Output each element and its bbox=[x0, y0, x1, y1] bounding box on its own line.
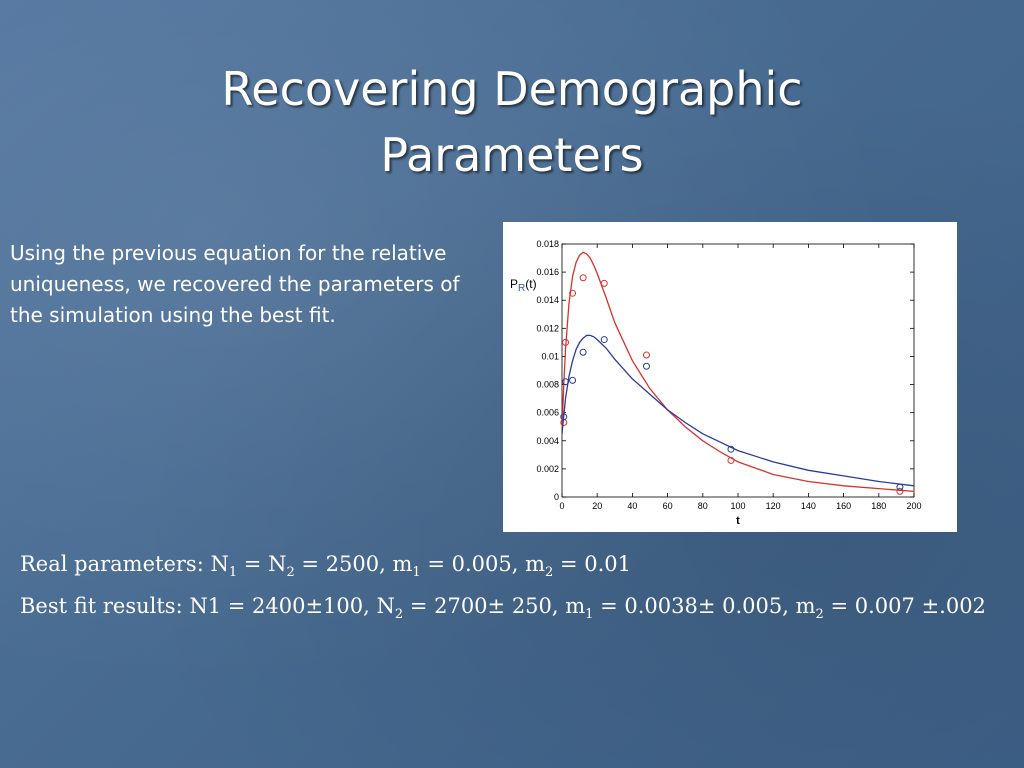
y-tick-label: 0 bbox=[554, 492, 559, 502]
series-2-data-point bbox=[579, 348, 587, 356]
y-tick-label: 0.008 bbox=[536, 380, 559, 390]
best-fit-equation: Best fit results: N1 = 2400±100, N2 = 27… bbox=[20, 594, 986, 622]
y-tick-label: 0.004 bbox=[536, 436, 559, 446]
real-n1-subscript: 1 bbox=[228, 565, 238, 581]
y-axis-label-main: P bbox=[510, 277, 518, 291]
series-2-data-point bbox=[642, 362, 650, 370]
real-eq-part-1: = N bbox=[237, 552, 287, 576]
y-tick-label: 0.018 bbox=[536, 239, 559, 249]
x-tick-label: 180 bbox=[871, 501, 886, 511]
series-2-fit-line bbox=[561, 334, 915, 487]
x-tick-label: 160 bbox=[836, 501, 851, 511]
series-2-data-point bbox=[560, 413, 568, 421]
y-tick-label: 0.006 bbox=[536, 408, 559, 418]
series-1-fit-line bbox=[561, 251, 915, 493]
series-2-data-point bbox=[727, 445, 735, 453]
best-fit-label: Best fit results: bbox=[20, 594, 183, 618]
series-1-data-point bbox=[569, 289, 577, 297]
real-n2-subscript: 2 bbox=[286, 565, 295, 581]
y-tick-label: 0.016 bbox=[536, 267, 559, 277]
fit-part-4: = 0.007 ±.002 bbox=[823, 594, 986, 618]
real-eq-part-3: = 0.005, m bbox=[420, 552, 546, 576]
series-1-data-point bbox=[562, 338, 570, 346]
x-tick-label: 120 bbox=[766, 501, 781, 511]
fit-part-1: N1 = 2400±100, N bbox=[189, 594, 395, 618]
chart-svg: 0 20 40 60 80 100 120 140 160 180 200 0 0.002 0.004 0.… bbox=[510, 239, 922, 527]
fit-m2-subscript: 2 bbox=[815, 607, 824, 623]
real-m2-subscript: 2 bbox=[545, 565, 554, 581]
body-text: Using the previous equation for the rela… bbox=[10, 241, 460, 327]
x-tick-label: 0 bbox=[559, 501, 564, 511]
x-tick-label: 140 bbox=[801, 501, 816, 511]
series-1-data-point bbox=[579, 274, 587, 282]
fit-m1-subscript: 1 bbox=[585, 607, 594, 623]
series-2-data-point bbox=[569, 376, 577, 384]
series-1-data-point bbox=[600, 279, 608, 287]
x-tick-label: 100 bbox=[730, 501, 745, 511]
real-eq-part-2: = 2500, m bbox=[294, 552, 413, 576]
x-tick-label: 20 bbox=[592, 501, 602, 511]
slide-title: Recovering Demographic Parameters bbox=[0, 56, 1024, 188]
y-tick-label: 0.012 bbox=[536, 323, 559, 333]
slide-title-line-1: Recovering Demographic bbox=[221, 62, 803, 116]
fit-part-2: = 2700± 250, m bbox=[403, 594, 586, 618]
x-tick-label: 40 bbox=[627, 501, 637, 511]
x-tick-label: 80 bbox=[698, 501, 708, 511]
slide-title-line-2: Parameters bbox=[380, 128, 644, 182]
real-parameters-label: Real parameters: bbox=[20, 552, 204, 576]
real-n1: N bbox=[210, 552, 229, 576]
series-2-data-point bbox=[600, 336, 608, 344]
real-eq-part-4: = 0.01 bbox=[553, 552, 632, 576]
series-2-data-point bbox=[562, 378, 570, 386]
series-1-data-point bbox=[727, 456, 735, 464]
y-axis-label-tail: (t) bbox=[525, 277, 536, 291]
y-axis-label: PR(t) bbox=[510, 277, 537, 294]
fit-part-3: = 0.0038± 0.005, m bbox=[593, 594, 816, 618]
y-tick-label: 0.002 bbox=[536, 464, 559, 474]
x-tick-label: 60 bbox=[663, 501, 673, 511]
series-1-data-point bbox=[642, 351, 650, 359]
y-tick-label: 0.01 bbox=[541, 351, 559, 361]
x-tick-label: 200 bbox=[906, 501, 921, 511]
y-axis-label-subscript: R bbox=[518, 283, 525, 294]
plot-frame bbox=[561, 243, 915, 498]
real-parameters-equation: Real parameters: N1 = N2 = 2500, m1 = 0.… bbox=[20, 552, 631, 580]
real-m1-subscript: 1 bbox=[412, 565, 421, 581]
fit-n2-subscript: 2 bbox=[394, 607, 404, 623]
y-tick-label: 0.014 bbox=[536, 295, 559, 305]
series-1-data-point bbox=[896, 487, 904, 495]
series-2-data-point bbox=[896, 483, 904, 491]
chart-panel: 0 20 40 60 80 100 120 140 160 180 200 0 0.002 0.004 0.… bbox=[503, 222, 957, 532]
x-axis-label: t bbox=[736, 515, 740, 527]
